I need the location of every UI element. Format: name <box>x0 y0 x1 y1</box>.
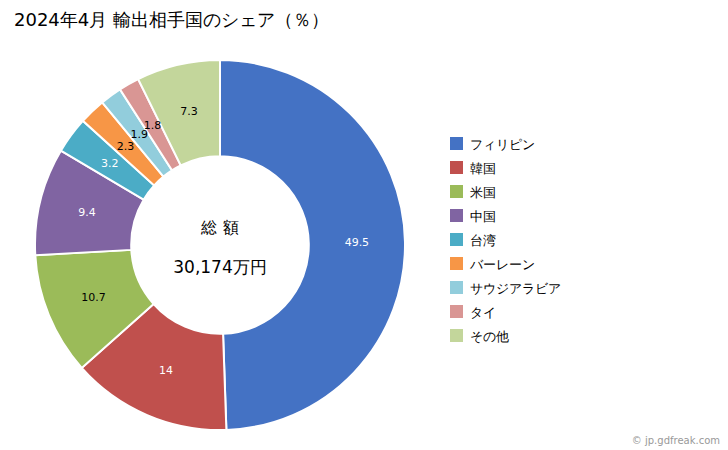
legend-swatch <box>450 233 463 246</box>
legend-label: 台湾 <box>470 233 496 248</box>
legend-swatch <box>450 137 463 150</box>
data-labels: 49.51410.79.43.22.31.91.87.3 <box>78 105 369 377</box>
slice <box>138 60 220 165</box>
data-label: 1.8 <box>144 119 162 132</box>
legend-swatch <box>450 185 463 198</box>
legend-item: その他 <box>450 329 509 344</box>
chart: 2024年4月 輸出相手国のシェア（％） 49.5 14 10.7 9.4 3.2 2.3 1… <box>0 0 728 450</box>
slice <box>220 60 405 430</box>
legend-swatch <box>450 209 463 222</box>
legend-label: その他 <box>470 329 509 344</box>
legend-swatch <box>450 257 463 270</box>
center-label: 30,174万円 <box>173 257 266 277</box>
data-label: 14 <box>159 364 173 377</box>
data-label: 3.2 <box>101 157 119 170</box>
legend-label: 韓国 <box>470 161 496 176</box>
data-label: 2.3 <box>117 140 135 153</box>
legend-label: サウジアラビア <box>470 281 561 296</box>
data-label: 7.3 <box>180 105 198 118</box>
legend-label: タイ <box>470 305 496 320</box>
legend-item: 米国 <box>450 185 496 200</box>
legend-swatch <box>450 281 463 294</box>
legend-item: 中国 <box>450 209 496 224</box>
center-label: 総 額 <box>200 218 238 237</box>
data-label: 49.5 <box>345 236 370 249</box>
legend-item: 台湾 <box>450 233 496 248</box>
legend-swatch <box>450 161 463 174</box>
legend-swatch <box>450 329 463 342</box>
legend-label: フィリピン <box>470 137 535 152</box>
title: 2024年4月 輸出相手国のシェア（％） <box>14 9 329 30</box>
legend: フィリピン韓国米国中国台湾バーレーンサウジアラビアタイその他 <box>450 137 561 344</box>
legend-item: 韓国 <box>450 161 496 176</box>
legend-label: バーレーン <box>469 257 535 272</box>
data-label: 9.4 <box>78 206 96 219</box>
slice <box>35 250 153 368</box>
legend-item: タイ <box>450 305 496 320</box>
plot <box>35 60 405 430</box>
legend-swatch <box>450 305 463 318</box>
legend-label: 米国 <box>470 185 496 200</box>
watermark: © jp.gdfreak.com <box>632 435 720 446</box>
legend-item: サウジアラビア <box>450 281 561 296</box>
legend-item: フィリピン <box>450 137 535 152</box>
legend-item: バーレーン <box>450 257 535 272</box>
data-label: 10.7 <box>81 291 106 304</box>
legend-label: 中国 <box>470 209 496 224</box>
